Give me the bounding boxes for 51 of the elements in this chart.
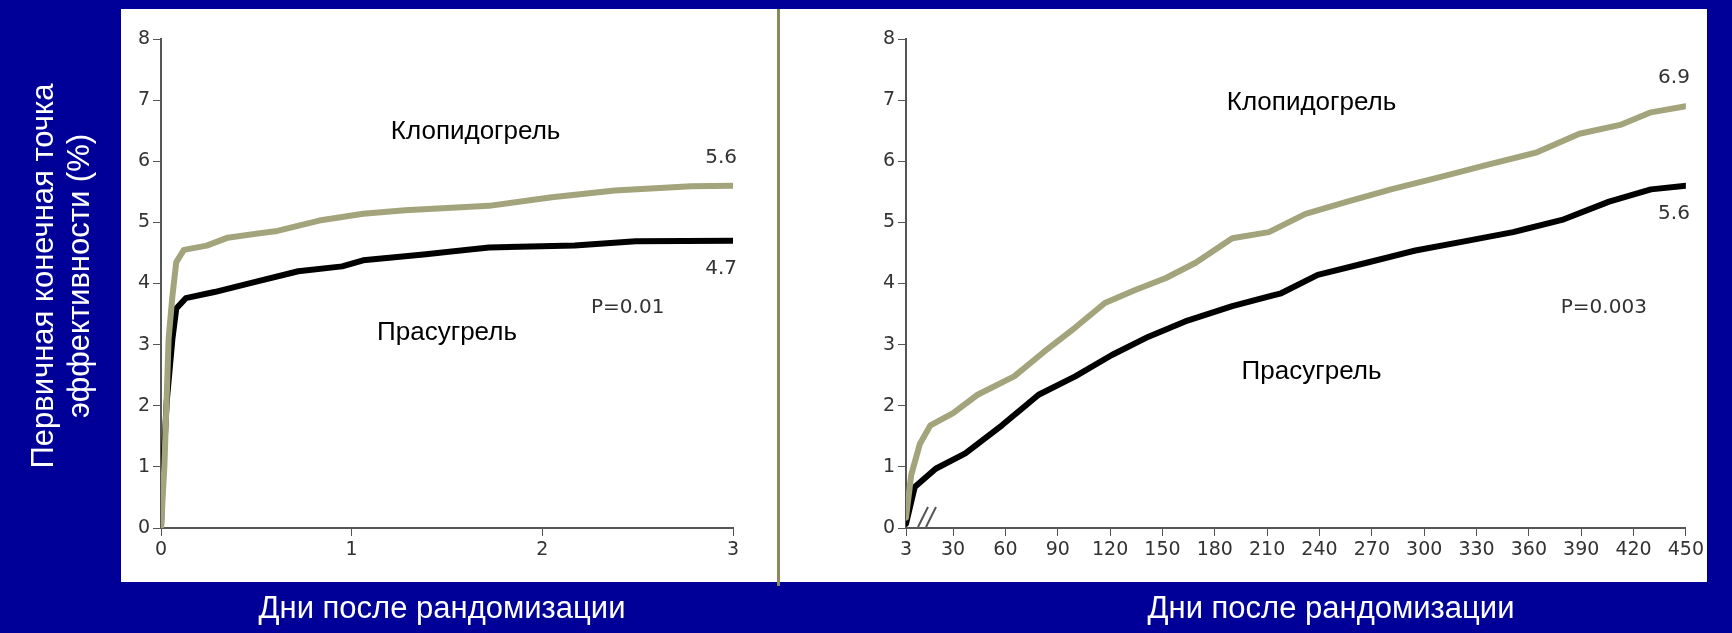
y-tick-label: 2: [882, 392, 895, 415]
x-tick-label: 180: [1196, 537, 1233, 560]
x-tick-label: 90: [1045, 537, 1070, 560]
x-tick-label: 420: [1615, 537, 1652, 560]
data-label: 5.6: [1658, 199, 1690, 224]
x-tick-label: 3: [899, 537, 913, 560]
data-label: 6.9: [1658, 64, 1690, 89]
x-tick-label: 3: [726, 537, 740, 560]
y-tick-label: 0: [882, 514, 895, 537]
x-axis-title: Дни после рандомизации: [1147, 590, 1515, 626]
y-tick-label: 0: [137, 514, 150, 537]
y-tick-label: 3: [137, 331, 150, 354]
y-tick-label: 8: [882, 25, 895, 48]
text: Прасугрель: [377, 315, 517, 346]
x-tick-label: 450: [1667, 537, 1704, 560]
y-tick-label: 8: [137, 25, 150, 48]
annotation: P=0.003: [1560, 294, 1647, 319]
x-tick-label: 2: [536, 537, 549, 560]
x-tick-label: 270: [1353, 537, 1390, 560]
x-tick-label: 360: [1510, 537, 1547, 560]
x-tick-label: 30: [941, 537, 966, 560]
y-tick-label: 1: [137, 453, 150, 476]
x-tick-label: 1: [345, 537, 358, 560]
data-label: 4.7: [705, 254, 737, 279]
x-tick-label: 60: [993, 537, 1018, 560]
y-tick-label: 6: [137, 148, 150, 171]
data-label: 5.6: [705, 143, 737, 168]
y-tick-label: 5: [137, 209, 150, 232]
y-tick-label: 4: [882, 270, 895, 293]
x-tick-label: 390: [1563, 537, 1600, 560]
series-label: Клопидогрель: [390, 115, 561, 146]
x-tick-label: 150: [1144, 537, 1181, 560]
series-label: Прасугрель: [1241, 354, 1382, 385]
annotation: P=0.01: [591, 294, 665, 319]
y-axis-title: Первичная конечная точка эффективности (%): [25, 82, 97, 471]
y-tick-label: 7: [882, 87, 895, 110]
y-tick-label: 5: [882, 209, 895, 232]
y-tick-label: 2: [137, 392, 150, 415]
x-tick-label: 210: [1249, 537, 1286, 560]
y-tick-label: 1: [882, 453, 895, 476]
y-tick-label: 7: [137, 87, 150, 110]
y-tick-label: 4: [137, 270, 150, 293]
x-tick-label: 120: [1091, 537, 1129, 560]
text: Клопидогрель: [1226, 85, 1397, 116]
x-tick-label: 330: [1458, 537, 1495, 560]
y-tick-label: 3: [882, 331, 895, 354]
y-tick-label: 6: [882, 148, 895, 171]
x-tick-label: 0: [154, 537, 168, 560]
x-tick-label: 240: [1301, 537, 1338, 560]
x-tick-label: 300: [1406, 537, 1443, 560]
x-axis-title: Дни после рандомизации: [258, 590, 626, 626]
